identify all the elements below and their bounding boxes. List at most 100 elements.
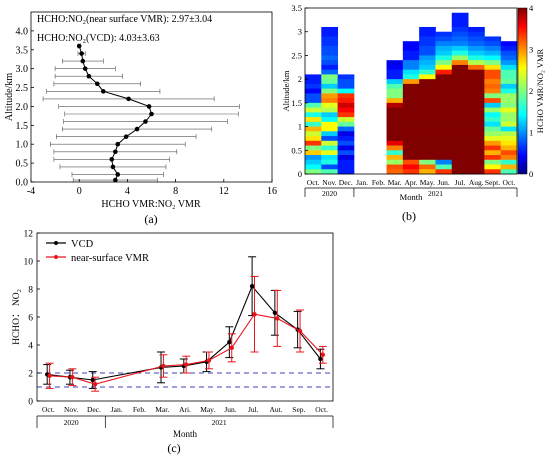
month-label: Jul.	[248, 405, 259, 414]
heatmap-cell	[402, 131, 420, 137]
heatmap-cell	[435, 93, 453, 99]
heatmap-cell	[435, 136, 453, 142]
heatmap-cell	[321, 126, 339, 132]
y-tick-label: 3.0	[16, 64, 29, 75]
month-label: Oct.	[42, 405, 55, 414]
heatmap-cell	[468, 121, 485, 127]
y-tick-label: 1.5	[16, 121, 29, 132]
heatmap-cell	[435, 169, 453, 175]
heatmap-cell	[484, 88, 502, 94]
panel-c-ratio-chart: 0 2 4 6 8 10 12 Oct. Nov. Dec. Jan. Feb. Mar. Ari. Ma…	[12, 230, 334, 455]
heatmap-cell	[419, 121, 436, 127]
month-label: Oct.	[315, 405, 328, 414]
heatmap-cell	[435, 88, 453, 94]
heatmap-cell	[500, 60, 518, 66]
heatmap-cell	[435, 164, 453, 170]
profile-point	[94, 81, 100, 87]
colorbar-tick-label: 4	[529, 3, 534, 13]
month-label: Nov.	[64, 405, 78, 414]
heatmap-cell	[419, 102, 436, 108]
heatmap-cell	[468, 159, 485, 165]
profile-point	[80, 58, 86, 64]
heatmap-cell	[500, 79, 518, 85]
heatmap-cell	[386, 79, 404, 85]
heatmap-cell	[321, 50, 339, 56]
x-tick-label: 0	[77, 186, 82, 197]
heatmap-cell	[305, 121, 322, 127]
heatmap-cell	[402, 126, 420, 132]
heatmap-cell	[321, 64, 339, 71]
heatmap-cell	[419, 155, 436, 161]
heatmap-cell	[321, 117, 339, 123]
heatmap-cell	[386, 155, 404, 161]
panel-a-profile-chart: -4 0 4 8 12 16 0.0 0.5 1.0 1.5 2.0 2.5 3.0 3.5 4.0 HC…	[4, 11, 277, 226]
heatmap-cell	[451, 55, 469, 61]
colorbar-tick-label: 0	[529, 169, 533, 179]
y-tick-label: 2	[298, 74, 302, 84]
heatmap-cell	[337, 83, 355, 90]
heatmap-cell	[305, 140, 322, 146]
heatmap-cell	[484, 79, 502, 85]
heatmap-cell	[402, 83, 420, 90]
heatmap-cell	[402, 145, 420, 151]
heatmap-cell	[500, 159, 518, 165]
heatmap-cell	[451, 60, 469, 66]
heatmap-cell	[451, 31, 469, 37]
heatmap-cell	[500, 41, 518, 47]
heatmap-cell	[337, 98, 355, 104]
heatmap-cell	[402, 112, 420, 118]
series-point	[297, 328, 303, 334]
heatmap-cell	[419, 164, 436, 170]
heatmap-cell	[484, 140, 502, 146]
y-tick-label: 3.5	[16, 45, 29, 56]
heatmap-cell	[484, 150, 502, 156]
panel-c-marks	[43, 256, 327, 392]
heatmap-cell	[451, 169, 469, 175]
heatmap-cell	[419, 55, 436, 61]
heatmap-cell	[305, 164, 322, 170]
heatmap-cell	[386, 140, 404, 146]
heatmap-cell	[402, 93, 420, 99]
heatmap-cell	[419, 64, 436, 71]
month-label: Oct.	[502, 178, 515, 187]
heatmap-cell	[451, 88, 469, 94]
year-label: 2021	[212, 418, 227, 427]
heatmap-cell	[321, 107, 339, 113]
heatmap-cell	[484, 69, 502, 75]
heatmap-cell	[419, 93, 436, 99]
series-point	[252, 312, 257, 317]
panel-a-x-axis-label: HCHO VMR:NO₂ VMR	[101, 199, 201, 210]
series-point	[229, 345, 234, 350]
heatmap-cell	[419, 150, 436, 156]
heatmap-cell	[468, 26, 485, 33]
heatmap-cell	[451, 69, 469, 75]
y-tick-label: 8	[28, 286, 33, 296]
heatmap-cell	[500, 50, 518, 56]
heatmap-cell	[321, 26, 339, 33]
heatmap-cell	[451, 155, 469, 161]
profile-point	[113, 149, 118, 155]
heatmap-cell	[386, 164, 404, 170]
month-label: Ari.	[179, 405, 191, 414]
heatmap-cell	[386, 159, 404, 165]
heatmap-cell	[500, 121, 518, 127]
heatmap-cell	[321, 164, 339, 170]
heatmap-cell	[337, 136, 355, 142]
heatmap-cell	[321, 55, 339, 61]
heatmap-cell	[402, 64, 420, 71]
heatmap-cell	[337, 102, 355, 108]
heatmap-cell	[484, 155, 502, 161]
legend-vcd-marker	[54, 241, 58, 245]
heatmap-cell	[451, 140, 469, 146]
heatmap-cell	[337, 150, 355, 156]
panel-c-month-labels: Oct. Nov. Dec. Jan. Feb. Mar. Ari. May. Jun. Jul.…	[42, 405, 328, 414]
heatmap-cell	[500, 136, 518, 142]
heatmap-cell	[337, 74, 355, 80]
heatmap-cell	[468, 98, 485, 104]
heatmap-cell	[321, 159, 339, 165]
heatmap-cell	[419, 26, 436, 33]
heatmap-cell	[468, 155, 485, 161]
panel-a-y-axis-label: Altitude/km	[4, 73, 15, 122]
heatmap-cell	[451, 102, 469, 108]
heatmap-cell	[468, 169, 485, 175]
